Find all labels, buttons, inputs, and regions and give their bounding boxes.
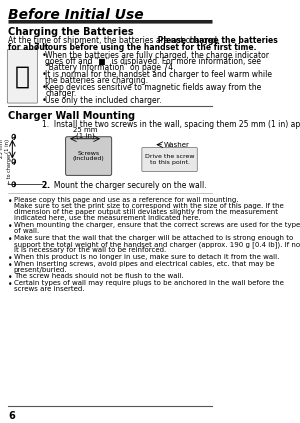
Text: support the total weight of the handset and charger (approx. 190 g [0.4 lb]). If: support the total weight of the handset …	[14, 241, 300, 247]
Text: •: •	[8, 280, 13, 289]
Text: Keep devices sensitive to magnetic fields away from the: Keep devices sensitive to magnetic field…	[45, 83, 262, 92]
FancyBboxPatch shape	[66, 137, 112, 176]
Text: Make sure that the wall that the charger will be attached to is strong enough to: Make sure that the wall that the charger…	[14, 235, 293, 241]
Text: charger.: charger.	[45, 89, 77, 98]
Text: Charging the Batteries: Charging the Batteries	[8, 27, 134, 37]
Text: present/buried.: present/buried.	[14, 266, 67, 272]
Text: •: •	[42, 96, 47, 104]
Text: 2.  Mount the charger securely on the wall.: 2. Mount the charger securely on the wal…	[42, 181, 206, 190]
Text: Please charge the batteries: Please charge the batteries	[8, 36, 278, 45]
Text: ← to charger: ← to charger	[7, 153, 12, 184]
Text: When mounting the charger, ensure that the correct screws are used for the type: When mounting the charger, ensure that t…	[14, 222, 300, 228]
Text: 6: 6	[8, 411, 15, 421]
Text: Drive the screw
to this point.: Drive the screw to this point.	[145, 154, 194, 165]
Text: of wall.: of wall.	[14, 228, 39, 234]
Text: •: •	[8, 197, 13, 206]
Text: (1 in): (1 in)	[76, 133, 94, 139]
Text: When this product is no longer in use, make sure to detach it from the wall.: When this product is no longer in use, m…	[14, 254, 279, 260]
FancyBboxPatch shape	[7, 49, 38, 103]
Text: At the time of shipment, the batteries are not charged.: At the time of shipment, the batteries a…	[8, 36, 222, 45]
Text: Make sure to set the print size to correspond with the size of this page. If the: Make sure to set the print size to corre…	[14, 203, 284, 209]
Circle shape	[12, 182, 16, 187]
Text: indicated here, use the measurement indicated here.: indicated here, use the measurement indi…	[14, 215, 200, 221]
Text: •: •	[8, 222, 13, 231]
Text: Screws
(Included): Screws (Included)	[73, 151, 104, 162]
Text: •: •	[8, 254, 13, 263]
Text: for about: for about	[8, 43, 51, 52]
Text: •: •	[42, 50, 47, 60]
Text: •: •	[8, 274, 13, 283]
FancyBboxPatch shape	[142, 148, 197, 171]
Text: screws are inserted.: screws are inserted.	[14, 286, 84, 292]
Text: Before Initial Use: Before Initial Use	[8, 8, 144, 22]
Text: 25 mm
(1 in): 25 mm (1 in)	[0, 139, 10, 158]
Text: dimension of the paper output still deviates slightly from the measurement: dimension of the paper output still devi…	[14, 209, 278, 215]
Text: •: •	[8, 235, 13, 244]
Text: “Battery Information” on page 74.: “Battery Information” on page 74.	[45, 63, 176, 72]
Text: 2.: 2.	[42, 181, 52, 190]
Text: •: •	[8, 261, 13, 269]
Text: the batteries are charging.: the batteries are charging.	[45, 76, 148, 85]
Text: it is necessary for the wall to be reinforced.: it is necessary for the wall to be reinf…	[14, 247, 166, 253]
Text: 25 mm: 25 mm	[73, 127, 97, 133]
Text: When the batteries are fully charged, the charge indicator: When the batteries are fully charged, th…	[45, 50, 269, 60]
Text: Use only the included charger.: Use only the included charger.	[45, 96, 162, 104]
Text: Washer: Washer	[164, 142, 190, 148]
Circle shape	[12, 134, 16, 139]
Text: 7 hours before using the handset for the first time.: 7 hours before using the handset for the…	[8, 43, 256, 52]
Text: Charger Wall Mounting: Charger Wall Mounting	[8, 111, 135, 121]
Text: The screw heads should not be flush to the wall.: The screw heads should not be flush to t…	[14, 274, 184, 280]
Text: Certain types of wall may require plugs to be anchored in the wall before the: Certain types of wall may require plugs …	[14, 280, 284, 286]
Text: It is normal for the handset and charger to feel warm while: It is normal for the handset and charger…	[45, 70, 272, 79]
Text: When inserting screws, avoid pipes and electrical cables, etc. that may be: When inserting screws, avoid pipes and e…	[14, 261, 274, 266]
Text: 1.  Install the two screws in the wall, spacing them 25 mm (1 in) apart.: 1. Install the two screws in the wall, s…	[42, 120, 300, 129]
Text: •: •	[42, 83, 47, 92]
Text: 📱: 📱	[15, 64, 30, 88]
Circle shape	[12, 159, 16, 164]
Text: •: •	[42, 70, 47, 79]
Text: Please copy this page and use as a reference for wall mounting.: Please copy this page and use as a refer…	[14, 197, 238, 203]
Text: goes off and "■" is displayed. For more information, see: goes off and "■" is displayed. For more …	[45, 57, 261, 66]
